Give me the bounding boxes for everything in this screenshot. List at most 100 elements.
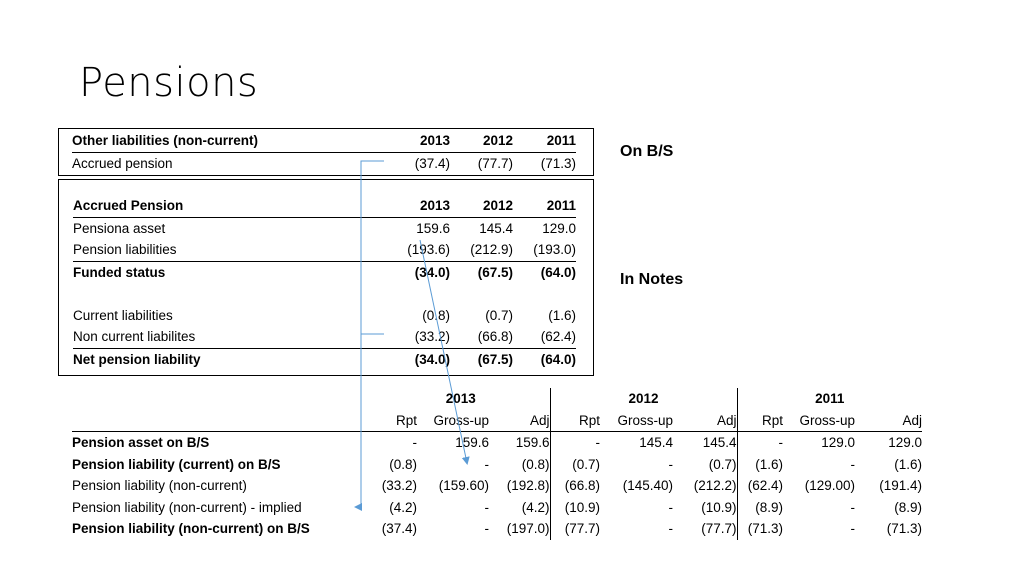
cell: - xyxy=(778,435,784,451)
table-row: Pension liability (non-current) - implie… xyxy=(72,496,922,518)
row-label: Pension liabilities xyxy=(73,239,378,262)
cell: (197.0) xyxy=(489,518,551,540)
cell: (191.4) xyxy=(879,478,922,494)
in-notes-label: In Notes xyxy=(620,271,684,288)
cell: - xyxy=(668,456,674,472)
cell: - xyxy=(668,499,674,515)
row-label: Funded status xyxy=(73,264,166,280)
cell: (62.4) xyxy=(747,478,783,494)
bs-table: Other liabilities (non-current) 2013 201… xyxy=(72,130,576,174)
cell: (66.8) xyxy=(564,478,600,494)
cell: - xyxy=(484,521,490,537)
cell: (71.3) xyxy=(747,521,783,537)
cell: (10.9) xyxy=(564,499,600,515)
table-row: Pension liabilities (193.6) (212.9) (193… xyxy=(73,239,576,262)
cell: (193.6) xyxy=(378,239,450,262)
recon-subheader-cell: Rpt xyxy=(372,409,417,432)
notes-header-year: 2013 xyxy=(378,195,450,218)
cell: 129.0 xyxy=(542,220,576,236)
cell: (4.2) xyxy=(489,496,551,518)
cell: (1.6) xyxy=(755,456,783,472)
recon-subheader-cell: Rpt xyxy=(737,409,783,432)
cell: 159.6 xyxy=(455,435,489,451)
cell: 145.4 xyxy=(639,435,673,451)
cell: (37.4) xyxy=(381,521,417,537)
recon-subheader-cell: Gross-up xyxy=(600,409,673,432)
table-row: Current liabilities (0.8) (0.7) (1.6) xyxy=(73,305,576,327)
cell: (193.0) xyxy=(513,239,576,262)
cell: (0.8) xyxy=(389,456,417,472)
cell: - xyxy=(668,521,674,537)
bs-table-box: Other liabilities (non-current) 2013 201… xyxy=(58,128,594,176)
notes-table-box: Accrued Pension 2013 2012 2011 Pensiona … xyxy=(58,179,594,376)
cell: (0.7) xyxy=(485,307,513,323)
cell: 159.6 xyxy=(489,431,551,454)
row-label: Non current liabilites xyxy=(73,326,378,349)
row-label: Pensiona asset xyxy=(73,220,166,236)
cell: - xyxy=(595,435,601,451)
table-row: Pension liability (non-current) on B/S (… xyxy=(72,518,922,540)
cell: (62.4) xyxy=(513,326,576,349)
cell: (67.5) xyxy=(477,351,513,367)
table-row: Net pension liability (34.0) (67.5) (64.… xyxy=(73,348,576,370)
cell: (1.6) xyxy=(548,307,576,323)
cell: - xyxy=(484,499,490,515)
row-label: Net pension liability xyxy=(73,351,201,367)
recon-year-header: 2013 2012 2011 xyxy=(72,388,922,410)
notes-table: Accrued Pension 2013 2012 2011 Pensiona … xyxy=(73,195,576,370)
recon-subheader: Rpt Gross-up Adj Rpt Gross-up Adj Rpt Gr… xyxy=(72,409,922,432)
bs-table-header: Other liabilities (non-current) 2013 201… xyxy=(72,130,576,153)
bs-header-year: 2013 xyxy=(378,130,450,153)
slide-title: Pensions xyxy=(79,60,259,106)
cell: 129.0 xyxy=(821,435,855,451)
notes-table-header: Accrued Pension 2013 2012 2011 xyxy=(73,195,576,218)
row-label: Pension liability (non-current) xyxy=(72,478,247,494)
spacer-row xyxy=(73,283,576,305)
bs-header-year: 2012 xyxy=(450,130,513,153)
cell: - xyxy=(850,521,856,537)
reconciliation-table: 2013 2012 2011 Rpt Gross-up Adj Rpt Gros… xyxy=(72,388,922,540)
cell: (71.3) xyxy=(886,521,922,537)
cell: (0.8) xyxy=(422,307,450,323)
cell: - xyxy=(850,499,856,515)
cell: (77.7) xyxy=(564,521,600,537)
cell: (34.0) xyxy=(414,264,450,280)
recon-subheader-cell: Adj xyxy=(673,409,738,432)
recon-subheader-cell: Gross-up xyxy=(783,409,855,432)
cell: (64.0) xyxy=(540,264,576,280)
cell: 145.4 xyxy=(479,220,513,236)
cell: (64.0) xyxy=(540,351,576,367)
recon-subheader-cell: Rpt xyxy=(550,409,600,432)
cell: (0.7) xyxy=(673,453,738,475)
table-row: Non current liabilites (33.2) (66.8) (62… xyxy=(73,326,576,349)
cell: (212.2) xyxy=(673,475,738,497)
cell: (77.7) xyxy=(477,155,513,171)
row-label: Accrued pension xyxy=(72,155,173,171)
cell: (145.40) xyxy=(622,478,673,494)
cell: (8.9) xyxy=(894,499,922,515)
cell: (66.8) xyxy=(450,326,513,349)
cell: (71.3) xyxy=(540,155,576,171)
notes-header-year: 2012 xyxy=(450,195,513,218)
recon-subheader-cell: Adj xyxy=(489,409,551,432)
recon-year: 2013 xyxy=(372,388,551,410)
notes-header-label: Accrued Pension xyxy=(73,195,378,218)
cell: (4.2) xyxy=(389,499,417,515)
cell: (34.0) xyxy=(414,351,450,367)
cell: (212.9) xyxy=(450,239,513,262)
row-label: Pension asset on B/S xyxy=(72,435,210,451)
cell: 129.0 xyxy=(888,435,922,451)
cell: (129.00) xyxy=(804,478,855,494)
table-row: Pension liability (current) on B/S (0.8)… xyxy=(72,453,922,475)
bs-header-label: Other liabilities (non-current) xyxy=(72,130,378,153)
cell: - xyxy=(850,456,856,472)
row-label: Current liabilities xyxy=(73,307,173,323)
bs-header-year: 2011 xyxy=(513,130,576,153)
cell: (77.7) xyxy=(673,518,738,540)
cell: (159.60) xyxy=(438,478,489,494)
table-row: Pensiona asset 159.6 145.4 129.0 xyxy=(73,217,576,239)
row-label: Pension liability (current) on B/S xyxy=(72,456,281,472)
recon-year: 2011 xyxy=(815,391,845,407)
recon-subheader-cell: Adj xyxy=(855,409,922,432)
cell: - xyxy=(484,456,490,472)
